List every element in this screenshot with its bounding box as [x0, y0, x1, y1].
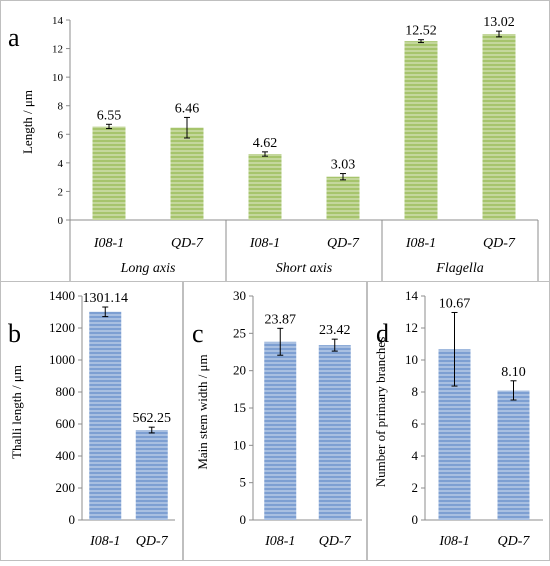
panel-d-y-tick-label: 8 — [412, 384, 419, 399]
panel-b-ylabel: Thalli length / μm — [9, 365, 24, 459]
panel-d-y-tick-label: 6 — [412, 416, 419, 431]
panel-a-bar — [170, 127, 204, 220]
panel-a-bar — [92, 126, 126, 220]
panel-c-bar — [318, 345, 351, 520]
panel-b-category-label: I08-1 — [89, 534, 120, 549]
panel-b-bar — [89, 311, 122, 520]
panel-a-category-label: QD-7 — [327, 236, 360, 251]
panel-c-y-tick-label: 15 — [233, 400, 246, 415]
panel-a-value-label: 13.02 — [483, 15, 515, 30]
panel-a-category-label: I08-1 — [249, 236, 280, 251]
panel-a-y-tick-label: 14 — [52, 15, 64, 27]
panel-d-y-tick-label: 2 — [412, 480, 419, 495]
panel-a-ylabel: Length / μm — [20, 90, 35, 154]
panel-c-value-label: 23.87 — [265, 312, 297, 327]
panel-a-y-tick-label: 12 — [52, 44, 63, 56]
panel-d-category-label: I08-1 — [438, 534, 469, 549]
panel-a-y-tick-label: 6 — [58, 129, 64, 141]
panel-a-category-label: QD-7 — [483, 236, 516, 251]
panel-b-y-tick-label: 200 — [56, 480, 76, 495]
panel-c-y-tick-label: 0 — [240, 512, 247, 527]
panel-a-group-label: Long axis — [120, 261, 176, 276]
panel-c-y-tick-label: 10 — [233, 437, 246, 452]
panel-a-y-tick-label: 8 — [58, 101, 64, 113]
panel-c-category-label: I08-1 — [264, 534, 295, 549]
panel-a-category-label: I08-1 — [93, 236, 124, 251]
panel-d-y-tick-label: 10 — [405, 352, 418, 367]
panel-a-bar — [482, 34, 516, 220]
panel-a-label: a — [8, 23, 20, 52]
panel-c-value-label: 23.42 — [319, 323, 351, 338]
panel-d-y-tick-label: 12 — [405, 320, 418, 335]
panel-d-label: d — [376, 319, 389, 348]
panel-c-y-tick-label: 30 — [233, 288, 246, 303]
panel-c-y-tick-label: 20 — [233, 363, 246, 378]
panel-b-y-tick-label: 800 — [56, 384, 76, 399]
panel-a-value-label: 12.52 — [405, 24, 437, 39]
panel-a-category-label: QD-7 — [171, 236, 204, 251]
panel-a-y-tick-label: 4 — [58, 158, 64, 170]
panel-a-category-label: I08-1 — [405, 236, 436, 251]
panel-d-bar — [497, 390, 530, 520]
panel-c-category-label: QD-7 — [319, 534, 352, 549]
panel-d-value-label: 8.10 — [501, 365, 526, 380]
panel-b-y-tick-label: 1200 — [49, 320, 75, 335]
panel-d-y-tick-label: 4 — [412, 448, 419, 463]
panel-b-value-label: 562.25 — [133, 411, 172, 426]
panel-b-value-label: 1301.14 — [83, 291, 129, 306]
panel-a-y-tick-label: 10 — [52, 72, 64, 84]
panel-d-category-label: QD-7 — [498, 534, 531, 549]
panel-c-y-tick-label: 25 — [233, 325, 246, 340]
panel-d-y-tick-label: 0 — [412, 512, 419, 527]
panel-a-value-label: 6.55 — [97, 108, 122, 123]
panel-a-value-label: 3.03 — [331, 158, 356, 173]
panel-b-y-tick-label: 0 — [69, 512, 76, 527]
panel-c-bar — [264, 341, 297, 520]
panel-d-value-label: 10.67 — [439, 296, 471, 311]
panel-a-group-label: Short axis — [276, 261, 333, 276]
panel-c-y-tick-label: 5 — [240, 475, 247, 490]
panel-b-y-tick-label: 1000 — [49, 352, 75, 367]
panel-c-ylabel: Main stem width / μm — [195, 354, 210, 469]
panel-c-label: c — [192, 319, 204, 348]
panel-d-ylabel: Number of primary branches — [373, 337, 388, 488]
panel-a-bar — [326, 176, 360, 220]
panel-b-label: b — [8, 319, 21, 348]
panel-a-bar — [248, 154, 282, 220]
panel-a-y-tick-label: 2 — [58, 186, 64, 198]
panel-a-value-label: 4.62 — [253, 136, 278, 151]
panel-d-y-tick-label: 14 — [405, 288, 419, 303]
panel-a-y-tick-label: 0 — [58, 215, 64, 227]
panel-a-bar — [404, 41, 438, 221]
panel-a-value-label: 6.46 — [175, 101, 200, 116]
panel-b-y-tick-label: 600 — [56, 416, 76, 431]
panel-b-y-tick-label: 1400 — [49, 288, 75, 303]
panel-b-bar — [135, 430, 168, 520]
panel-b-category-label: QD-7 — [136, 534, 169, 549]
panel-b-y-tick-label: 400 — [56, 448, 76, 463]
panel-a-group-label: Flagella — [435, 261, 483, 276]
